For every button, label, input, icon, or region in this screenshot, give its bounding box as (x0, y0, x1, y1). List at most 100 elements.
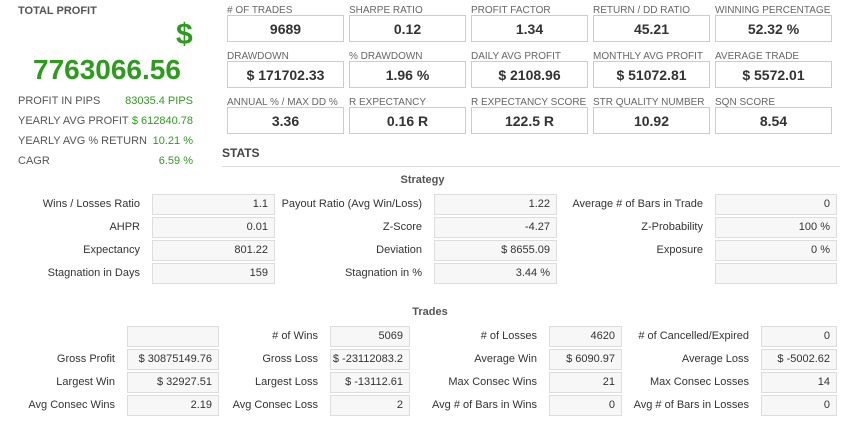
metric-box (593, 107, 710, 134)
stat-label: Stagnation in % (344, 267, 422, 279)
stat-label: AHPR (109, 221, 140, 233)
summary-label: YEARLY AVG % RETURN (18, 135, 147, 147)
trade-label: Largest Loss (255, 376, 318, 388)
summary-value: 6.59 % (158, 155, 193, 167)
metric-box (471, 107, 588, 134)
metric-box (349, 15, 466, 42)
metric-value: 1.96 % (385, 67, 430, 83)
trade-value: $ 32927.51 (127, 372, 219, 393)
stat-label: Payout Ratio (Avg Win/Loss) (281, 198, 422, 210)
metric-box (227, 15, 344, 42)
trade-value: 2 (330, 395, 410, 416)
metric-box (593, 15, 710, 42)
metric-value: $ 51072.81 (616, 67, 687, 83)
summary-label: CAGR (18, 155, 50, 167)
stat-label: Deviation (376, 244, 422, 256)
metric-value: 8.54 (759, 113, 788, 129)
trade-value: 4620 (549, 326, 622, 347)
trade-label: Largest Win (56, 376, 115, 388)
stat-label: Exposure (656, 244, 703, 256)
trades-title: Trades (412, 306, 448, 318)
metric-label: RETURN / DD RATIO (593, 5, 691, 16)
metric-box (715, 61, 832, 88)
summary-value: 10.21 % (152, 135, 193, 147)
trade-value: 21 (549, 372, 622, 393)
strategy-title: Strategy (400, 174, 445, 186)
trade-label: # of Losses (480, 330, 537, 342)
metric-value: 0.16 R (386, 113, 429, 129)
summary-label: YEARLY AVG PROFIT (18, 115, 129, 127)
metric-label: ANNUAL % / MAX DD % (227, 97, 338, 108)
metric-value: 45.21 (633, 21, 670, 37)
trade-value: $ -13112.61 (330, 372, 410, 393)
metric-box (593, 61, 710, 88)
metric-label: SQN SCORE (715, 97, 776, 108)
stat-label: Z-Score (382, 221, 422, 233)
metric-box (471, 15, 588, 42)
metric-box (349, 107, 466, 134)
stat-value: $ 8655.09 (434, 240, 557, 261)
currency-sign: $ (176, 18, 193, 51)
trade-label: Max Consec Wins (448, 376, 537, 388)
summary-value: 83035.4 PIPS (125, 95, 193, 107)
metric-value: 3.36 (271, 113, 300, 129)
metric-label: # OF TRADES (227, 5, 293, 16)
stat-value: 801.22 (152, 240, 275, 261)
metric-label: MONTHLY AVG PROFIT (593, 51, 704, 62)
trade-label: Avg # of Bars in Losses (633, 399, 749, 411)
stat-value: -4.27 (434, 217, 557, 238)
stat-label: Z-Probability (641, 221, 703, 233)
trade-value: 0 (761, 395, 837, 416)
summary-label: PROFIT IN PIPS (18, 95, 101, 107)
stat-value: 159 (152, 263, 275, 284)
stat-value: 0 % (715, 240, 837, 261)
trade-label: # of Wins (272, 330, 318, 342)
stat-value: 0.01 (152, 217, 275, 238)
metric-label: SHARPE RATIO (349, 5, 423, 16)
trade-value: 14 (761, 372, 837, 393)
metric-label: WINNING PERCENTAGE (715, 5, 831, 16)
metric-label: PROFIT FACTOR (471, 5, 551, 16)
trade-label: # of Cancelled/Expired (638, 330, 749, 342)
trade-label: Avg Consec Loss (232, 399, 318, 411)
total-profit: 7763066.56 (33, 54, 181, 85)
metric-box (349, 61, 466, 88)
empty-box (127, 326, 219, 347)
trade-label: Average Loss (681, 353, 749, 365)
trade-label: Avg # of Bars in Wins (432, 399, 537, 411)
stat-label: Expectancy (83, 244, 140, 256)
trade-value: $ 30875149.76 (127, 349, 219, 370)
metric-value: 52.32 % (747, 21, 800, 37)
metric-value: 0.12 (393, 21, 422, 37)
stat-value: 0 (715, 194, 837, 215)
metric-value: $ 2108.96 (498, 67, 561, 83)
stat-label: Average # of Bars in Trade (572, 198, 703, 210)
stat-label: Stagnation in Days (47, 267, 140, 279)
trade-label: Avg Consec Wins (28, 399, 115, 411)
summary-value: $ 612840.78 (131, 115, 193, 127)
metric-box (715, 107, 832, 134)
trade-value: $ -5002.62 (761, 349, 837, 370)
stat-value: 1.22 (434, 194, 557, 215)
trade-value: 5069 (330, 326, 410, 347)
empty-box (715, 263, 837, 284)
metric-label: R EXPECTANCY SCORE (471, 97, 587, 108)
metric-label: R EXPECTANCY (349, 97, 427, 108)
metric-value: 10.92 (633, 113, 670, 129)
stats-title: STATS (222, 146, 260, 160)
trade-label: Average Win (474, 353, 537, 365)
trade-label: Gross Profit (56, 353, 115, 365)
trade-label: Gross Loss (262, 353, 318, 365)
trade-value: $ -23112083.2 (330, 349, 410, 370)
metric-value: 122.5 R (504, 113, 555, 129)
metric-box (227, 107, 344, 134)
metric-box (715, 15, 832, 42)
trade-value: 2.19 (127, 395, 219, 416)
trade-value: $ 6090.97 (549, 349, 622, 370)
metric-label: DRAWDOWN (227, 51, 289, 62)
metric-value: 1.34 (515, 21, 544, 37)
metric-label: % DRAWDOWN (349, 51, 423, 62)
divider (222, 166, 840, 167)
metric-label: DAILY AVG PROFIT (471, 51, 562, 62)
metric-value: $ 171702.33 (246, 67, 325, 83)
